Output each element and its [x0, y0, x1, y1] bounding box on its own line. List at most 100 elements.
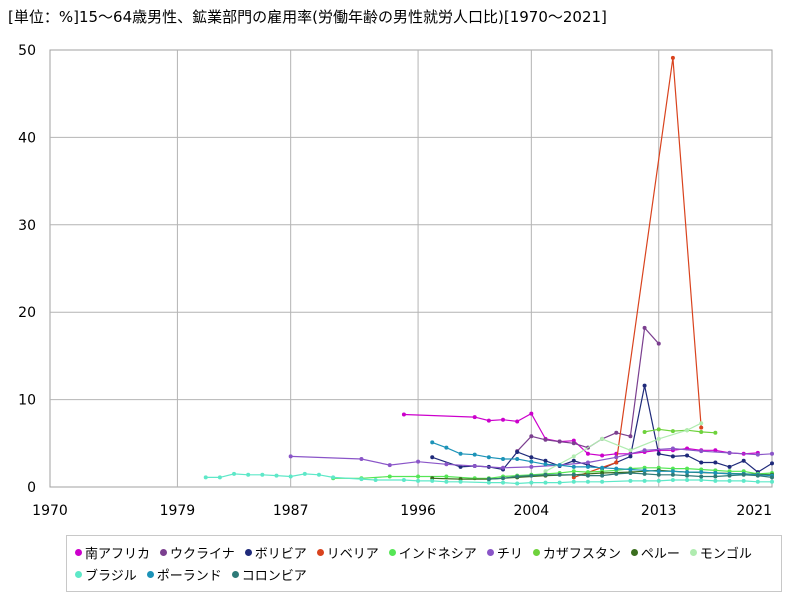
legend-marker-icon [75, 548, 82, 556]
data-point [656, 341, 661, 346]
data-point [642, 478, 647, 483]
data-point [274, 473, 279, 478]
series-10 [430, 440, 774, 478]
data-point [614, 455, 619, 460]
data-point [571, 472, 576, 477]
legend-marker-icon [231, 570, 239, 578]
legend-label: モンゴル [699, 546, 752, 562]
legend-label: カザフスタン [542, 546, 621, 562]
data-point [685, 473, 690, 478]
data-point [713, 471, 718, 476]
data-point [387, 463, 392, 468]
data-point [585, 473, 590, 478]
data-point [670, 429, 675, 434]
data-point [727, 464, 732, 469]
series-11 [486, 471, 774, 482]
data-point [727, 473, 732, 478]
legend-item: 南アフリカ [75, 541, 150, 563]
data-point [246, 472, 251, 477]
data-point [529, 411, 534, 416]
data-point [401, 412, 406, 417]
data-point [529, 434, 534, 439]
legend-label: リベリア [326, 546, 379, 562]
legend: 南アフリカ ウクライナ ボリビア リベリア インドネシア チリ カザフスタン ペルー モンゴルブ… [66, 535, 782, 592]
data-point [571, 458, 576, 463]
legend-item: インドネシア [388, 541, 477, 563]
data-point [614, 430, 619, 435]
data-point [203, 475, 208, 480]
data-point [642, 325, 647, 330]
data-point [501, 457, 506, 462]
legend-label: コロンビア [241, 568, 307, 584]
series-3 [571, 55, 704, 480]
data-point [713, 430, 718, 435]
data-point [770, 461, 774, 466]
x-tick-label: 2013 [641, 503, 677, 519]
data-point [543, 458, 548, 463]
data-point [642, 383, 647, 388]
data-point [529, 464, 534, 469]
series-lines [203, 55, 774, 486]
data-point [302, 471, 307, 476]
x-tick-label: 1996 [400, 503, 436, 519]
data-point [585, 460, 590, 465]
data-point [501, 480, 506, 485]
data-point [699, 425, 704, 430]
series-line [403, 412, 758, 457]
data-point [458, 451, 463, 456]
data-point [713, 448, 718, 453]
data-point [685, 478, 690, 483]
data-point [543, 462, 548, 467]
legend-marker-icon [244, 548, 252, 556]
data-point [614, 471, 619, 476]
data-point [614, 466, 619, 471]
legend-label: インドネシア [398, 546, 477, 562]
data-point [557, 439, 562, 444]
data-point [600, 436, 605, 441]
legend-item: リベリア [316, 541, 379, 563]
data-point [642, 448, 647, 453]
data-point [699, 421, 704, 426]
data-point [656, 472, 661, 477]
data-point [529, 455, 534, 460]
data-point [685, 466, 690, 471]
data-point [600, 453, 605, 458]
data-point [373, 478, 378, 483]
data-point [642, 468, 647, 473]
legend-item: ウクライナ [160, 541, 235, 563]
data-point [260, 472, 265, 477]
data-point [741, 458, 746, 463]
legend-marker-icon [388, 548, 396, 556]
data-point [288, 474, 293, 479]
legend-item: ペルー [630, 541, 680, 563]
legend-marker-icon [532, 548, 540, 556]
legend-label: ブラジル [85, 568, 137, 584]
data-point [472, 452, 477, 457]
data-point [656, 427, 661, 432]
data-point [670, 55, 675, 60]
plot-area [49, 49, 773, 488]
legend-label: チリ [496, 546, 523, 562]
data-point [628, 471, 633, 476]
data-point [288, 454, 293, 459]
legend-label: ポーランド [156, 568, 222, 584]
data-point [585, 470, 590, 475]
series-line [644, 428, 716, 434]
data-point [699, 474, 704, 479]
data-point [557, 480, 562, 485]
data-point [699, 449, 704, 454]
legend-label: ウクライナ [170, 546, 235, 562]
data-point [486, 455, 491, 460]
data-point [543, 469, 548, 474]
data-point [656, 436, 661, 441]
legend-marker-icon [75, 570, 82, 578]
data-point [359, 457, 364, 462]
data-point [770, 475, 774, 480]
data-point [331, 475, 336, 480]
data-point [628, 448, 633, 453]
legend-marker-icon [689, 548, 697, 556]
data-point [628, 467, 633, 472]
x-tick-label: 2004 [514, 503, 550, 519]
data-point [359, 477, 364, 482]
data-point [444, 462, 449, 467]
